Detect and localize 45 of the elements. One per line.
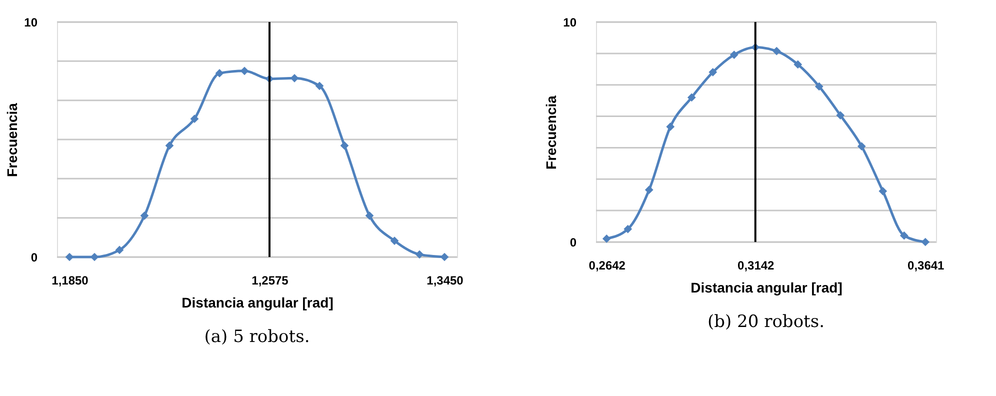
y-tick-label: 10 (24, 16, 38, 30)
point (65, 252, 74, 262)
point (900, 231, 908, 240)
point (921, 238, 930, 246)
x-tick-label: 0,2642 (588, 258, 626, 272)
x-tick-label: 1,2575 (252, 274, 289, 288)
point (602, 234, 611, 243)
y-tick-label: 0 (30, 250, 38, 264)
point (390, 236, 399, 245)
point (115, 246, 124, 254)
x-tick-label: 0,3641 (908, 258, 945, 272)
point (365, 211, 374, 220)
point (340, 141, 349, 150)
y-axis-title: Frecuencia (543, 95, 560, 170)
point (666, 122, 675, 131)
point (624, 224, 632, 234)
point (708, 68, 718, 76)
point (794, 60, 802, 69)
point (836, 111, 845, 120)
point (878, 186, 888, 196)
point (730, 50, 738, 59)
y-tick-label: 0 (570, 236, 577, 250)
point (240, 66, 249, 76)
y-tick-label: 10 (563, 16, 577, 30)
point (814, 82, 824, 91)
text: (b) 20 robots. (707, 312, 825, 332)
point (315, 82, 324, 90)
point (190, 114, 199, 124)
x-axis-title: Distancia angular [rad] (690, 280, 842, 296)
point (90, 252, 99, 262)
x-tick-label: 0,3142 (738, 258, 775, 272)
x-axis-title: Distancia angular [rad] (182, 294, 334, 310)
point (857, 142, 866, 150)
point (687, 93, 696, 102)
point (772, 46, 781, 56)
point (440, 252, 449, 262)
text: (a) 5 robots. (204, 327, 310, 347)
point (140, 211, 149, 220)
x-tick-label: 1,3450 (426, 274, 464, 288)
x-tick-label: 1,1850 (52, 274, 89, 288)
y-axis-title: Frecuencia (4, 102, 20, 177)
point (644, 186, 654, 194)
point (165, 141, 174, 150)
point (215, 69, 224, 78)
point (415, 250, 424, 259)
